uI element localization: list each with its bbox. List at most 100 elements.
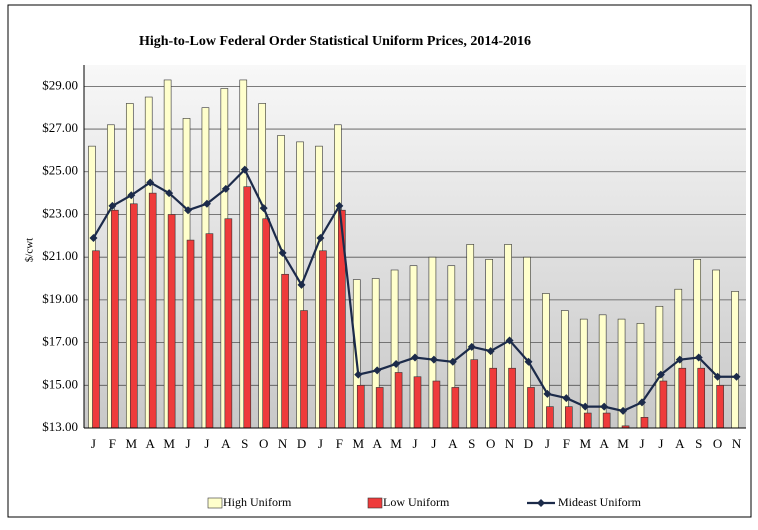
marker [278, 248, 287, 257]
bar [356, 384, 365, 429]
bar [527, 387, 535, 429]
marker [335, 201, 344, 210]
bar [602, 412, 611, 429]
legend-marker [537, 499, 545, 507]
bar [129, 203, 138, 429]
x-tick-label: M [390, 436, 402, 451]
bar [224, 218, 233, 429]
y-tick-label: $29.00 [42, 77, 78, 92]
x-tick-label: N [278, 436, 288, 451]
x-tick-label: F [563, 436, 570, 451]
bar [579, 318, 588, 429]
bar [565, 406, 573, 429]
bar [451, 387, 460, 429]
x-tick-label: A [372, 436, 382, 451]
bar [659, 380, 668, 429]
y-tick-label: $27.00 [42, 120, 78, 135]
marker [146, 178, 155, 187]
x-tick-label: J [185, 436, 190, 451]
legend-label: Mideast Uniform [558, 495, 642, 509]
x-tick-label: N [732, 436, 742, 451]
marker [184, 206, 193, 215]
x-tick-label: J [204, 436, 209, 451]
bar [716, 384, 724, 429]
x-tick-label: A [675, 436, 685, 451]
marker [89, 233, 98, 242]
marker [354, 370, 363, 379]
x-tick-label: A [599, 436, 609, 451]
legend-label: Low Uniform [383, 495, 450, 509]
x-tick-label: S [241, 436, 248, 451]
bar [394, 372, 403, 429]
marker [600, 402, 609, 411]
marker [108, 201, 117, 210]
bar [413, 376, 422, 429]
y-tick-label: $23.00 [42, 205, 78, 220]
bar [470, 359, 479, 429]
bar [598, 314, 607, 429]
x-tick-label: J [412, 436, 417, 451]
marker [221, 184, 230, 193]
x-tick-label: M [617, 436, 629, 451]
marker [675, 355, 684, 364]
x-tick-label: M [126, 436, 138, 451]
x-tick-label: F [109, 436, 116, 451]
bar [148, 192, 157, 429]
bar [281, 273, 289, 429]
y-tick-label: $19.00 [42, 291, 78, 306]
y-tick-label: $17.00 [42, 334, 78, 349]
bar [111, 209, 119, 429]
x-tick-label: J [658, 436, 663, 451]
marker [392, 359, 401, 368]
x-tick-label: J [431, 436, 436, 451]
x-tick-label: F [336, 436, 343, 451]
y-tick-label: $15.00 [42, 376, 78, 391]
marker [486, 347, 495, 356]
bar [697, 367, 706, 429]
x-tick-label: J [91, 436, 96, 451]
marker [240, 165, 249, 174]
marker [202, 199, 211, 208]
marker [619, 406, 628, 415]
bar [636, 323, 645, 429]
x-tick-label: A [146, 436, 156, 451]
bar [167, 214, 176, 429]
marker [411, 353, 419, 362]
marker [505, 336, 514, 345]
x-tick-label: S [468, 436, 475, 451]
x-tick-label: A [448, 436, 458, 451]
bar [731, 291, 739, 429]
bar [319, 250, 327, 429]
marker [732, 372, 741, 381]
marker [297, 280, 306, 289]
bar [186, 239, 195, 429]
marker [165, 189, 174, 198]
y-tick-label: $21.00 [42, 248, 78, 263]
bar [432, 380, 441, 429]
x-tick-label: M [579, 436, 591, 451]
y-tick-label: $13.00 [42, 419, 78, 434]
marker [127, 191, 136, 200]
bar [640, 417, 649, 429]
x-tick-label: N [505, 436, 515, 451]
marker [316, 233, 325, 242]
x-tick-label: D [297, 436, 306, 451]
legend-swatch [367, 497, 383, 509]
y-axis-label: $/cwt [24, 238, 36, 262]
bar [375, 387, 384, 429]
bar [243, 186, 252, 429]
bar [508, 367, 516, 429]
x-tick-label: J [318, 436, 323, 451]
marker [373, 366, 382, 375]
x-tick-label: O [713, 436, 722, 451]
marker [467, 342, 476, 351]
marker [448, 357, 457, 366]
marker [581, 402, 590, 411]
chart-title: High-to-Low Federal Order Statistical Un… [139, 34, 531, 49]
x-tick-label: M [163, 436, 175, 451]
marker [656, 370, 665, 379]
x-tick-label: S [695, 436, 702, 451]
x-tick-label: O [486, 436, 495, 451]
bar [583, 412, 592, 429]
